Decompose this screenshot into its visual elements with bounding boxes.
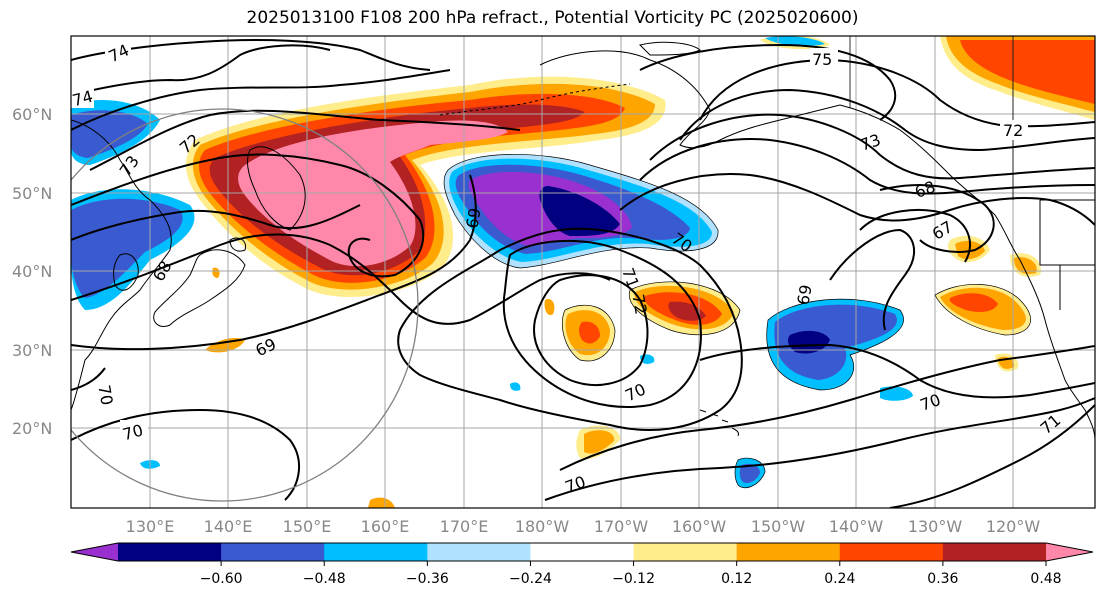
lon-label: 140°E bbox=[204, 517, 253, 536]
lat-label: 30°N bbox=[12, 341, 52, 360]
colorbar-swatch bbox=[427, 543, 531, 561]
latitude-labels: 60°N 50°N 40°N 30°N 20°N bbox=[12, 105, 52, 438]
colorbar-extend-high bbox=[1046, 543, 1093, 561]
colorbar-swatch bbox=[221, 543, 325, 561]
contour-label: 69 bbox=[462, 206, 484, 229]
colorbar-tick-label: 0.12 bbox=[721, 571, 752, 587]
map-title: 2025013100 F108 200 hPa refract., Potent… bbox=[246, 8, 859, 28]
colorbar-swatch bbox=[942, 543, 1047, 561]
lon-label: 150°E bbox=[283, 517, 332, 536]
lon-label: 180°W bbox=[515, 517, 570, 536]
contour-label: 72 bbox=[628, 293, 650, 316]
positive-pv-region-east bbox=[760, 36, 1095, 372]
lat-label: 20°N bbox=[12, 419, 52, 438]
contour-label: 70 bbox=[121, 421, 146, 445]
colorbar-tick-label: −0.48 bbox=[303, 571, 346, 587]
contour-label: 75 bbox=[812, 50, 832, 69]
lon-label: 160°W bbox=[672, 517, 727, 536]
colorbar-tick-label: 0.48 bbox=[1030, 571, 1061, 587]
map-frame bbox=[70, 35, 1096, 509]
contour-label: 69 bbox=[793, 283, 815, 306]
positive-pv-region-west bbox=[185, 76, 666, 297]
pv-outlines bbox=[443, 153, 1031, 489]
lon-label: 120°W bbox=[986, 517, 1041, 536]
lon-label: 130°E bbox=[126, 517, 175, 536]
lat-label: 40°N bbox=[12, 262, 52, 281]
lon-label: 160°E bbox=[361, 517, 410, 536]
colorbar-swatch bbox=[118, 543, 222, 561]
colorbar-swatch bbox=[736, 543, 841, 561]
colorbar-extend-low bbox=[71, 543, 118, 561]
lon-label: 140°W bbox=[829, 517, 884, 536]
colorbar-outline bbox=[70, 542, 1094, 562]
colorbar-tick-label: 0.36 bbox=[927, 571, 958, 587]
longitude-labels: 130°E 140°E 150°E 160°E 170°E 180°W 170°… bbox=[126, 517, 1041, 536]
contour-label: 74 bbox=[70, 87, 95, 111]
colorbar-tick-label: 0.24 bbox=[824, 571, 855, 587]
colorbar-tick-label: −0.60 bbox=[200, 571, 243, 587]
lat-label: 50°N bbox=[12, 184, 52, 203]
colorbar-tick-label: −0.12 bbox=[612, 571, 655, 587]
contour-label: 70 bbox=[94, 383, 116, 406]
positive-pv-region-central bbox=[562, 281, 740, 460]
colorbar-swatch bbox=[633, 543, 738, 561]
range-circle bbox=[71, 108, 419, 502]
lon-label: 170°E bbox=[440, 517, 489, 536]
lon-label: 130°W bbox=[908, 517, 963, 536]
colorbar-tick-label: −0.24 bbox=[509, 571, 552, 587]
colorbar-swatch bbox=[530, 543, 635, 561]
lon-label: 150°W bbox=[751, 517, 806, 536]
lon-label: 170°W bbox=[594, 517, 649, 536]
colorbar: −0.60 −0.48 −0.36 −0.24 −0.12 0.12 0.24 0.36 0.4… bbox=[70, 542, 1094, 587]
contour-label: 72 bbox=[1003, 121, 1023, 140]
colorbar-swatch bbox=[839, 543, 944, 561]
colorbar-tick-label: −0.36 bbox=[406, 571, 449, 587]
colorbar-swatch bbox=[324, 543, 428, 561]
negative-pv-region-west bbox=[71, 100, 195, 310]
lat-label: 60°N bbox=[12, 105, 52, 124]
